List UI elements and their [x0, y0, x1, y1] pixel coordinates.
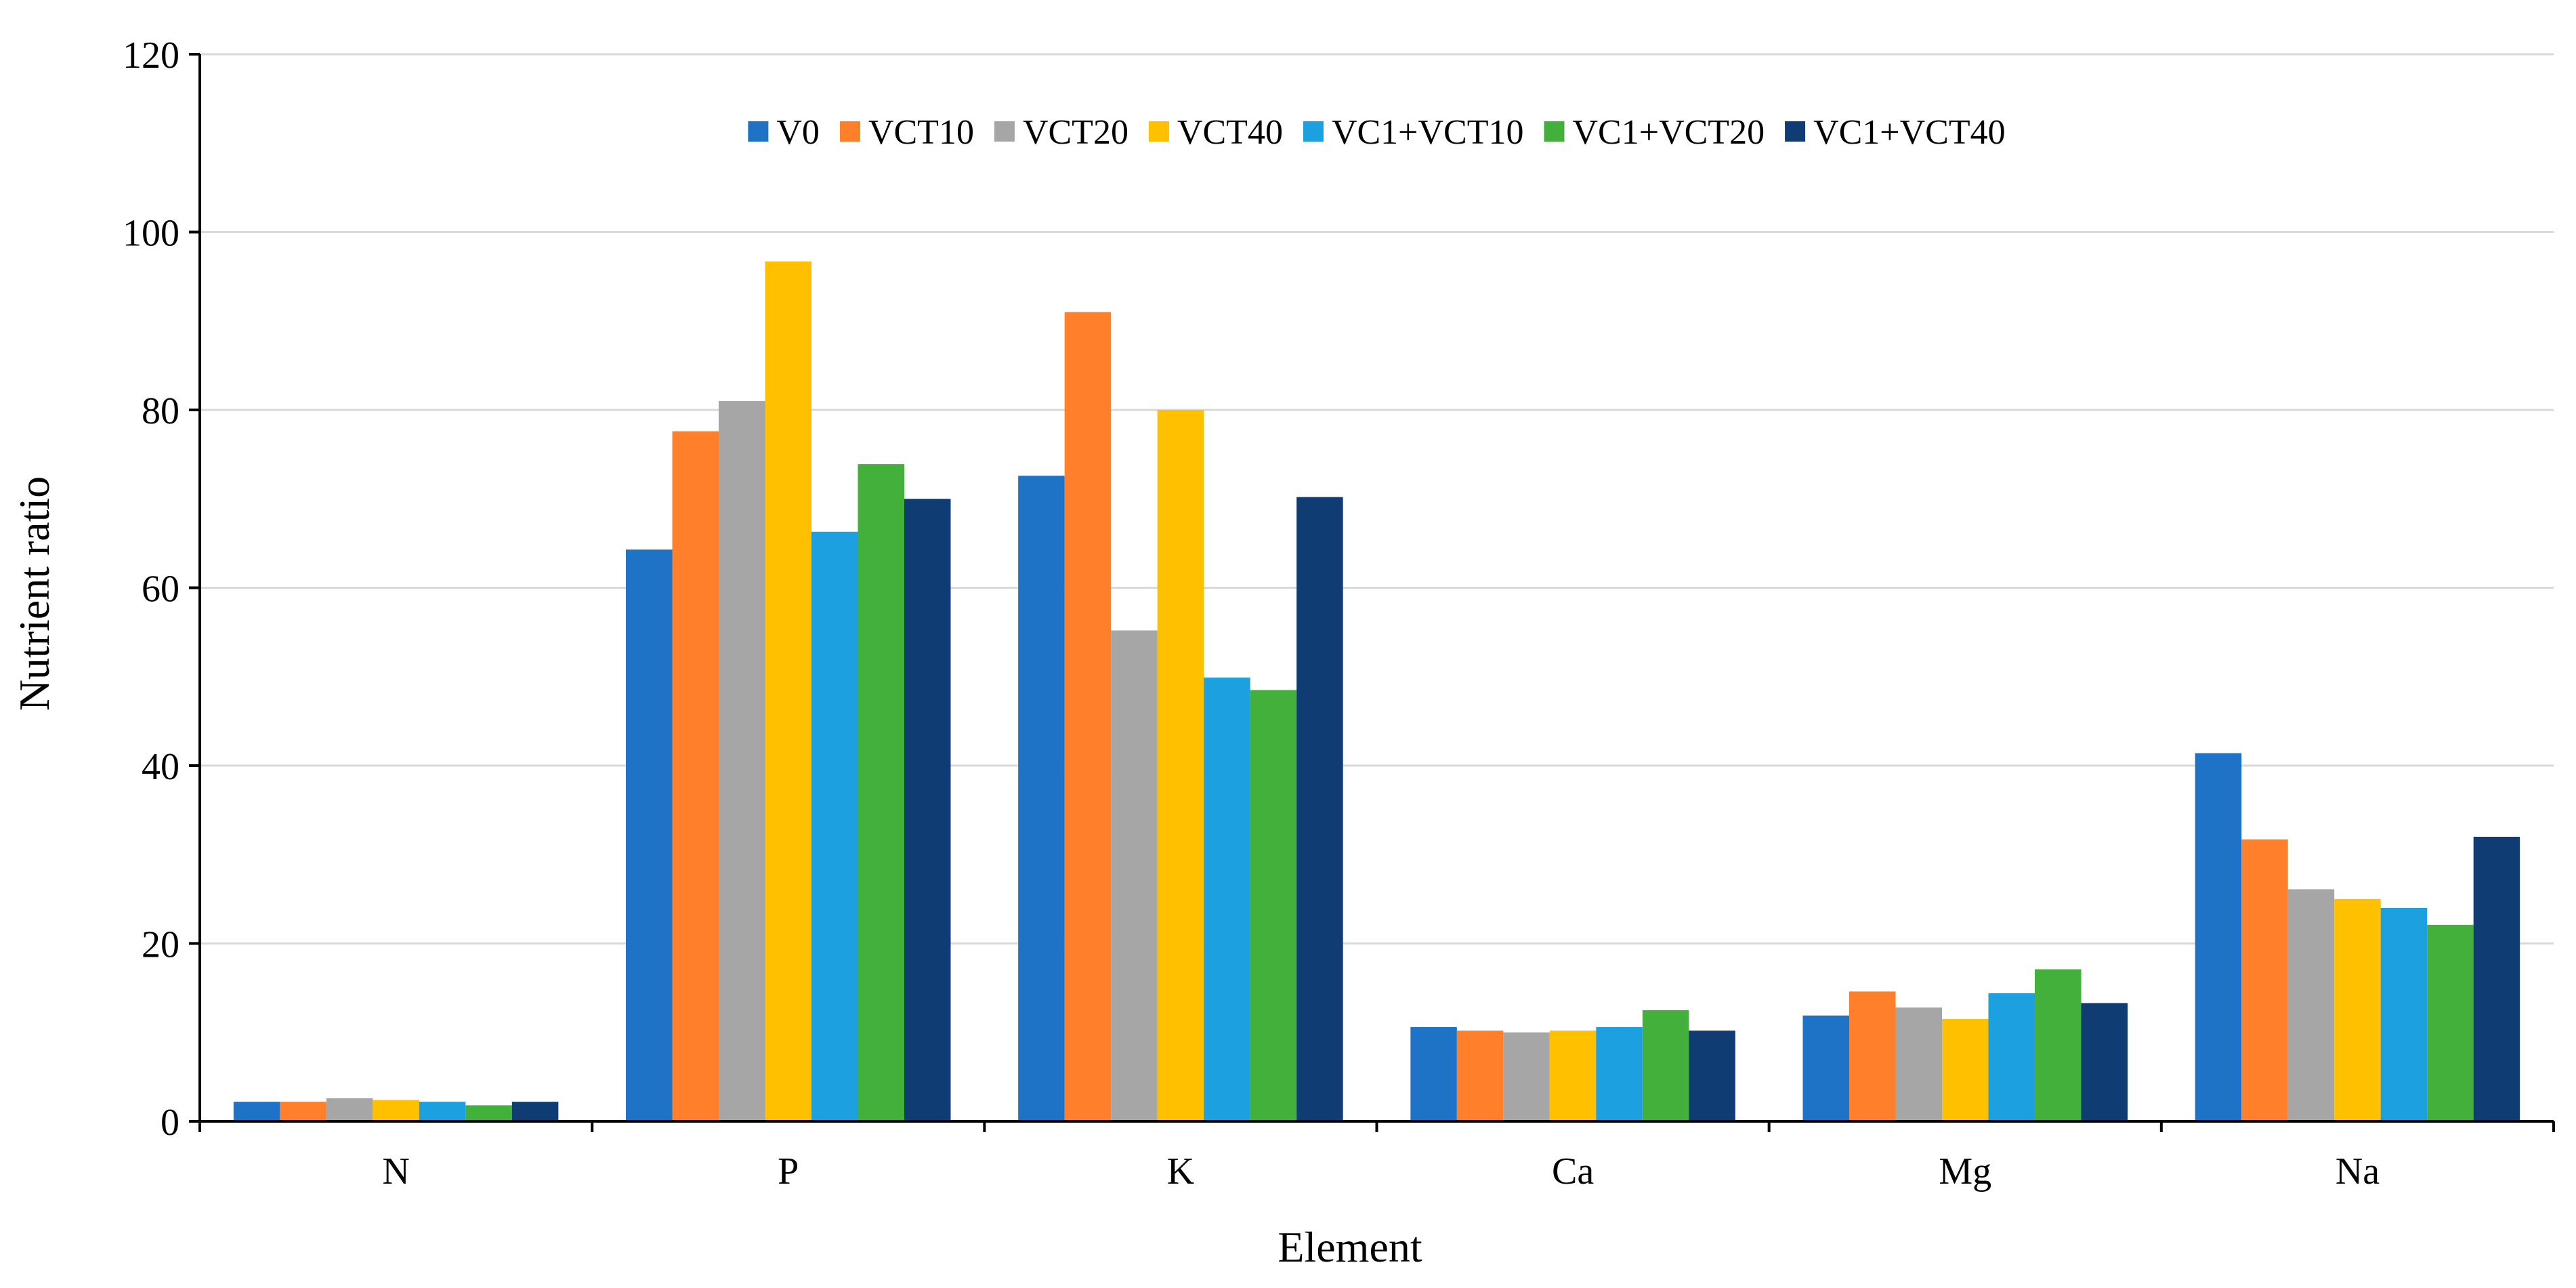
- bar: [326, 1098, 373, 1121]
- bar: [373, 1100, 419, 1121]
- bar: [1204, 678, 1250, 1121]
- x-tick-label: N: [382, 1150, 409, 1192]
- y-tick-label: 20: [142, 924, 180, 966]
- bar: [1111, 630, 1158, 1121]
- legend-label: VCT10: [868, 113, 974, 152]
- y-tick-label: 40: [142, 746, 180, 788]
- bar: [2334, 898, 2381, 1121]
- bar: [1296, 497, 1343, 1121]
- axes: [189, 53, 2555, 1132]
- y-axis-title: Nutrient ratio: [10, 476, 58, 711]
- bar: [2287, 889, 2335, 1121]
- bar: [1018, 476, 1065, 1121]
- gridlines: [200, 53, 2554, 944]
- bar: [1642, 1010, 1689, 1121]
- legend-item: VCT20: [994, 113, 1128, 152]
- bar: [419, 1102, 466, 1121]
- bar: [2427, 924, 2474, 1121]
- legend-label: V0: [776, 113, 820, 152]
- legend-swatch: [839, 121, 860, 142]
- bar: [765, 261, 811, 1121]
- bar: [1064, 312, 1112, 1121]
- legend-label: VC1+VCT10: [1332, 113, 1524, 152]
- x-axis-title: Element: [1278, 1223, 1422, 1271]
- bar: [1157, 410, 1204, 1121]
- x-tick-label: P: [778, 1150, 799, 1192]
- legend-label: VCT40: [1177, 113, 1283, 152]
- bar: [1689, 1031, 1735, 1121]
- legend-swatch: [994, 121, 1015, 142]
- legend-label: VC1+VCT40: [1813, 113, 2006, 152]
- bar: [1503, 1032, 1550, 1121]
- bar: [280, 1102, 326, 1121]
- y-tick-label: 120: [123, 35, 180, 77]
- legend-label: VC1+VCT20: [1573, 113, 1765, 152]
- bars: [233, 261, 2520, 1121]
- legend-swatch: [1148, 121, 1169, 142]
- bar: [2380, 908, 2428, 1121]
- legend-swatch: [1544, 121, 1565, 142]
- x-tick-label: Mg: [1939, 1150, 1991, 1192]
- bar: [2081, 1003, 2128, 1121]
- bar: [1988, 993, 2035, 1121]
- legend-item: VC1+VCT10: [1303, 113, 1524, 152]
- bar: [904, 499, 951, 1121]
- x-tick-label: Na: [2336, 1150, 2380, 1192]
- bar: [233, 1102, 280, 1121]
- legend-item: VC1+VCT40: [1785, 113, 2006, 152]
- bar: [626, 549, 673, 1121]
- bar: [1596, 1026, 1643, 1121]
- bar: [1250, 690, 1297, 1121]
- legend-swatch: [748, 121, 769, 142]
- bar: [1895, 1007, 1942, 1121]
- y-tick-label: 100: [123, 213, 180, 255]
- legend-label: VCT20: [1023, 113, 1128, 152]
- bar: [1410, 1026, 1457, 1121]
- legend-swatch: [1785, 121, 1806, 142]
- bar: [1456, 1031, 1504, 1121]
- bar: [2195, 753, 2242, 1121]
- legend-swatch: [1303, 121, 1324, 142]
- tick-labels: 0 20 40 60 80 100 120 N P K Ca Mg Na: [123, 35, 2380, 1192]
- bar: [2035, 969, 2082, 1121]
- x-tick-label: K: [1167, 1150, 1194, 1192]
- y-tick-label: 80: [142, 390, 180, 432]
- bar: [1802, 1015, 1849, 1121]
- y-tick-label: 60: [142, 568, 180, 610]
- bar: [811, 531, 858, 1121]
- bar: [2241, 839, 2288, 1121]
- legend-item: V0: [748, 113, 820, 152]
- bar: [1849, 991, 1896, 1121]
- y-tick-label: 0: [161, 1102, 180, 1144]
- bar: [858, 464, 904, 1121]
- bar: [2473, 837, 2520, 1121]
- legend-item: VC1+VCT20: [1544, 113, 1765, 152]
- legend: V0 VCT10 VCT20 VCT40 VC1+VCT10 VC1+VCT20 VC1+V…: [748, 113, 2006, 152]
- bar: [1942, 1019, 1989, 1121]
- legend-item: VCT40: [1148, 113, 1283, 152]
- x-tick-label: Ca: [1552, 1150, 1594, 1192]
- bar: [719, 400, 765, 1121]
- bar: [672, 431, 719, 1121]
- legend-item: VCT10: [839, 113, 974, 152]
- bar: [1549, 1031, 1597, 1121]
- bar: [465, 1105, 512, 1121]
- bar: [511, 1102, 559, 1121]
